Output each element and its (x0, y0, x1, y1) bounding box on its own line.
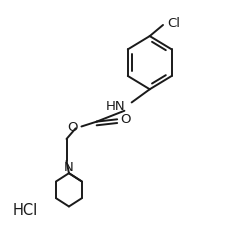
Text: N: N (64, 161, 74, 174)
Text: HCl: HCl (12, 203, 38, 218)
Text: O: O (68, 121, 78, 134)
Text: Cl: Cl (167, 17, 180, 30)
Text: HN: HN (106, 100, 126, 113)
Text: O: O (121, 113, 131, 126)
